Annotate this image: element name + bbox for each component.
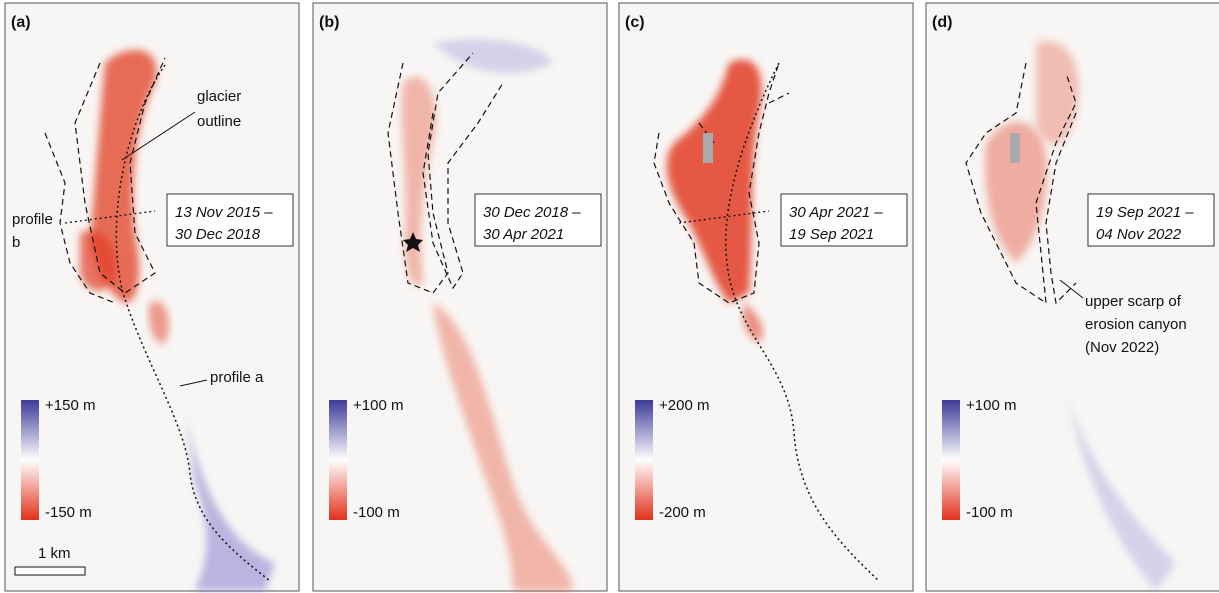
annotation: profile [12,211,53,228]
annotation: b [12,234,20,251]
period: 04 Nov 2022 [1096,226,1182,243]
elevation-change [985,121,1047,263]
glacier-outline [44,57,166,304]
period-box [166,193,294,247]
elevation-change [666,59,762,304]
legend-max: +150 m [45,397,95,414]
colorbar [329,400,347,520]
profile-line [115,64,271,582]
star [403,232,423,252]
period: 30 Dec 2018 – [483,204,581,221]
period: 19 Sep 2021 – [1096,204,1194,221]
legend-min: -200 m [659,504,706,521]
annotation: (Nov 2022) [1085,339,1159,356]
map-background [618,2,914,592]
elevation-change [433,303,573,591]
glacier-outline [965,62,1077,305]
profile-line [724,62,880,582]
elevation-change [148,301,170,344]
period-box [1087,193,1215,247]
profile-line [678,210,770,224]
period: 30 Apr 2021 – [789,204,883,221]
period: 13 Nov 2015 – [175,204,273,221]
legend-min: -100 m [966,504,1013,521]
legend-min: -100 m [353,504,400,521]
elevation-change [433,39,553,74]
period: 30 Dec 2018 [175,226,261,243]
colorbar [942,400,960,520]
glacier-outline [387,52,504,294]
elevation-change [401,76,436,286]
annotation: outline [197,113,241,130]
profile-line [64,210,156,224]
annotations: glacier outline profile b profile a 1 km upper… [12,88,1187,576]
map-background [4,2,300,592]
panel-label: (b) [319,14,339,31]
leader [1059,279,1084,299]
panel: (b) 30 Dec 2018 – 30 Apr 2021 +100 m -100 m [312,2,608,592]
legend-max: +100 m [966,397,1016,414]
panel-label: (c) [625,14,645,31]
panel: (a) 13 Nov 2015 – 30 Dec 2018 +150 m -150 m [4,2,300,592]
annotation: upper scarp of [1085,293,1182,310]
period-box [780,193,908,247]
period: 19 Sep 2021 [789,226,874,243]
leader [121,111,196,161]
legend-min: -150 m [45,504,92,521]
panel: (d) 19 Sep 2021 – 04 Nov 2022 +100 m -100 m [925,2,1219,592]
elevation-change [742,303,764,343]
colorbar [21,400,39,520]
mask [1010,133,1020,163]
scale-bar [14,566,86,576]
annotation: glacier [197,88,241,105]
period: 30 Apr 2021 [483,226,564,243]
map-background [312,2,608,592]
annotation: profile a [210,369,264,386]
annotation: erosion canyon [1085,316,1187,333]
scale-label: 1 km [38,545,71,562]
legend-max: +100 m [353,397,403,414]
panel-label: (a) [11,14,31,31]
period-box [474,193,602,247]
mask [703,133,713,163]
elevation-change [185,413,275,591]
panel: (c) 30 Apr 2021 – 19 Sep 2021 +200 m -200 m [618,2,914,592]
leader [179,379,208,387]
legend-max: +200 m [659,397,709,414]
panel-label: (d) [932,14,952,31]
elevation-change [1066,393,1176,591]
colorbar [635,400,653,520]
